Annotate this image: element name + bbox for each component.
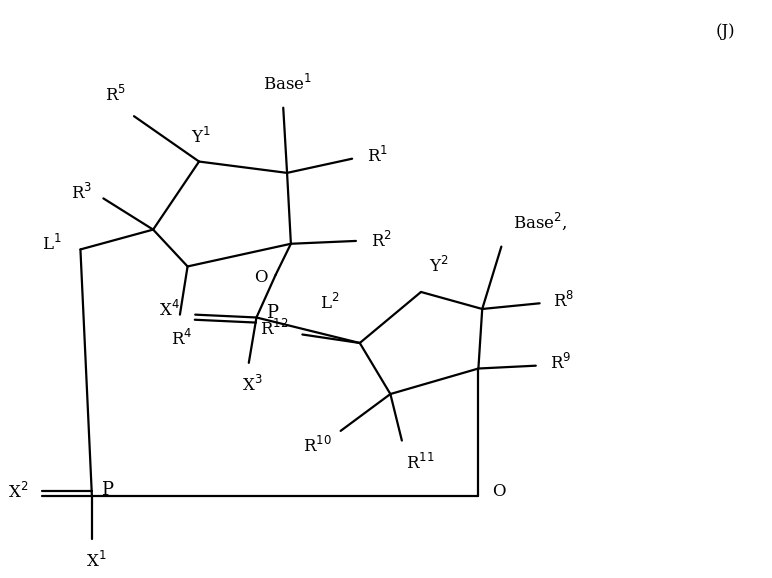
Text: Base$^1$: Base$^1$ bbox=[262, 73, 312, 94]
Text: R$^{11}$: R$^{11}$ bbox=[406, 453, 434, 473]
Text: R$^5$: R$^5$ bbox=[105, 85, 127, 105]
Text: R$^1$: R$^1$ bbox=[367, 146, 388, 166]
Text: X$^1$: X$^1$ bbox=[86, 551, 106, 571]
Text: R$^{12}$: R$^{12}$ bbox=[260, 319, 289, 339]
Text: O: O bbox=[255, 269, 268, 286]
Text: P: P bbox=[101, 481, 113, 499]
Text: Y$^1$: Y$^1$ bbox=[191, 127, 211, 147]
Text: Y$^2$: Y$^2$ bbox=[428, 256, 449, 276]
Text: L$^1$: L$^1$ bbox=[42, 234, 61, 254]
Text: R$^8$: R$^8$ bbox=[554, 290, 574, 310]
Text: R$^4$: R$^4$ bbox=[171, 329, 192, 349]
Text: O: O bbox=[493, 483, 506, 500]
Text: X$^2$: X$^2$ bbox=[8, 481, 29, 502]
Text: X$^4$: X$^4$ bbox=[159, 300, 180, 320]
Text: L$^2$: L$^2$ bbox=[320, 293, 339, 313]
Text: R$^2$: R$^2$ bbox=[371, 231, 392, 251]
Text: X$^3$: X$^3$ bbox=[242, 375, 263, 395]
Text: R$^{10}$: R$^{10}$ bbox=[303, 435, 331, 455]
Text: Base$^2$,: Base$^2$, bbox=[513, 211, 567, 232]
Text: R$^9$: R$^9$ bbox=[550, 353, 571, 373]
Text: (J): (J) bbox=[715, 23, 735, 40]
Text: R$^3$: R$^3$ bbox=[71, 183, 92, 203]
Text: P: P bbox=[266, 304, 279, 322]
